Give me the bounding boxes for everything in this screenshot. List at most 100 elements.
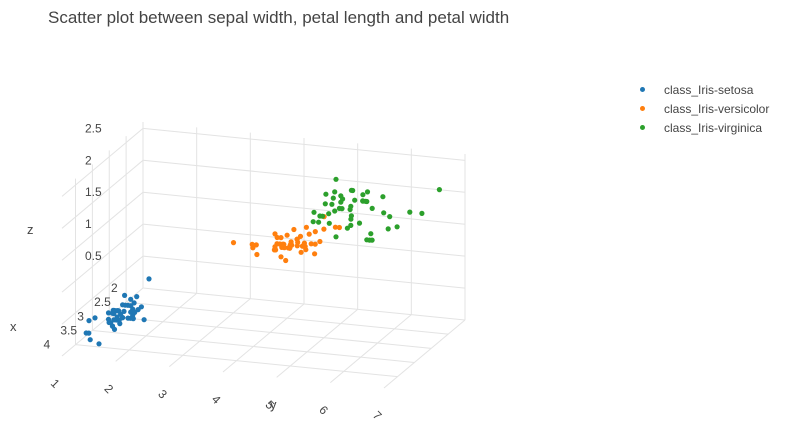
y-axis-title: y (270, 397, 277, 412)
data-point (105, 316, 112, 322)
legend-marker (640, 106, 645, 111)
chart-title: Scatter plot between sepal width, petal … (48, 8, 510, 27)
grid-line (330, 314, 412, 384)
data-point (369, 205, 375, 211)
grid-line (142, 191, 466, 225)
data-point (312, 229, 318, 235)
data-point (419, 210, 425, 216)
grid-line (61, 128, 144, 197)
data-point (288, 239, 294, 245)
grid-line (142, 287, 466, 321)
data-point (134, 294, 140, 300)
x-tick-label: 2 (111, 281, 118, 295)
data-point (230, 240, 237, 246)
data-point (326, 220, 332, 226)
data-point (330, 195, 336, 201)
data-point (323, 191, 329, 197)
grid-line (142, 127, 466, 161)
y-tick-label: 2 (102, 382, 117, 397)
axis-titles: z x y (10, 222, 277, 412)
data-point (110, 307, 116, 313)
tick-labels: 0.511.522.522.533.541 2 3 4 5 6 7 (44, 121, 385, 423)
data-point (254, 251, 260, 258)
data-point (381, 210, 387, 216)
data-point (332, 189, 338, 195)
data-point (308, 241, 314, 247)
data-point (291, 226, 297, 233)
data-point (253, 242, 259, 248)
data-point (87, 337, 93, 343)
grid-line (92, 330, 415, 363)
data-point (368, 231, 374, 237)
data-point (128, 296, 134, 302)
data-point (283, 257, 289, 264)
data-point (394, 224, 400, 230)
data-point (109, 323, 116, 329)
legend[interactable]: class_Iris-setosa class_Iris-versicolor … (640, 80, 769, 137)
z-tick-label: 0.5 (85, 249, 102, 263)
grid-line (222, 303, 305, 373)
grid-line (383, 319, 466, 389)
data-point (362, 198, 369, 204)
grid-line (75, 344, 398, 378)
legend-item-setosa[interactable]: class_Iris-setosa (640, 80, 769, 99)
data-point (338, 199, 344, 205)
legend-label: class_Iris-versicolor (664, 101, 770, 116)
x-tick-label: 4 (44, 338, 51, 352)
data-point (273, 247, 279, 253)
data-point (294, 243, 300, 249)
data-point (311, 209, 317, 215)
z-tick-label: 2 (85, 153, 92, 167)
series-2 (310, 176, 442, 243)
data-point (336, 224, 342, 231)
grid-line (61, 255, 144, 325)
data-point (332, 224, 338, 230)
legend-item-versicolor[interactable]: class_Iris-versicolor (640, 99, 769, 118)
x-tick-label: 3 (77, 309, 84, 323)
series-1 (230, 214, 342, 264)
grid-line (61, 159, 144, 229)
data-point (407, 209, 413, 215)
grid-line (142, 223, 466, 257)
data-point (329, 201, 335, 207)
data-point (278, 235, 284, 241)
data-point (360, 192, 366, 198)
data-point (348, 213, 354, 219)
data-point (105, 310, 112, 316)
grid-line (61, 191, 144, 261)
data-point (299, 243, 305, 249)
data-point (92, 315, 98, 321)
legend-item-virginica[interactable]: class_Iris-virginica (640, 118, 769, 137)
data-points[interactable] (83, 176, 442, 347)
z-axis-title: z (27, 222, 34, 237)
data-point (86, 330, 92, 336)
legend-marker (640, 87, 645, 92)
data-point (348, 203, 354, 209)
data-point (317, 238, 323, 245)
data-point (294, 236, 300, 242)
data-point (118, 311, 124, 317)
legend-marker (640, 125, 645, 130)
data-point (86, 318, 92, 324)
data-point (310, 219, 316, 225)
data-point (321, 226, 327, 232)
data-point (128, 315, 134, 321)
data-point (135, 307, 141, 313)
data-point (332, 208, 338, 214)
data-point (306, 231, 312, 237)
data-point (122, 302, 128, 308)
x-tick-label: 2.5 (94, 295, 111, 309)
grid-line (169, 298, 251, 368)
data-point (316, 219, 322, 225)
z-tick-label: 1 (85, 217, 92, 231)
grid-line (142, 159, 466, 193)
data-point (317, 213, 323, 219)
data-point (344, 225, 350, 231)
y-tick-label: 4 (209, 392, 224, 407)
data-point (312, 251, 318, 257)
x-axis-title: x (10, 319, 17, 334)
data-point (279, 241, 285, 247)
data-point (387, 214, 393, 220)
data-point (436, 187, 442, 193)
